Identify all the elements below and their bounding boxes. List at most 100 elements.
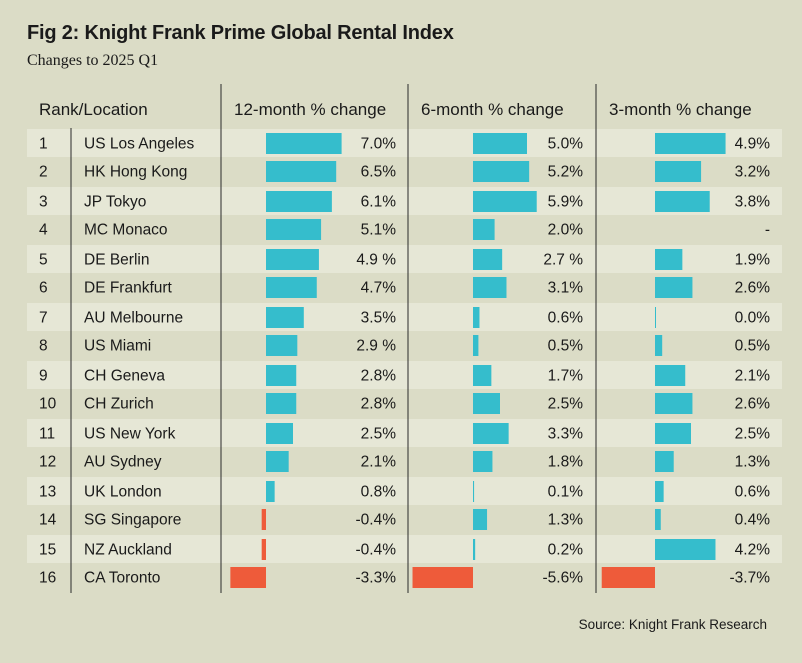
location-label: DE Berlin <box>84 252 149 269</box>
bar-m6 <box>473 509 488 530</box>
bar-m12 <box>266 423 293 444</box>
bar-m12 <box>261 539 266 560</box>
rank-label: 11 <box>39 426 55 443</box>
location-label: US Miami <box>84 338 151 355</box>
bar-m12 <box>230 567 266 588</box>
value-label-m3: 4.2% <box>735 542 771 559</box>
value-label-m6: 3.1% <box>548 280 584 297</box>
bar-m6 <box>473 423 509 444</box>
rank-label: 8 <box>39 338 48 355</box>
value-label-m12: -0.4% <box>356 542 397 559</box>
value-label-m6: 1.8% <box>548 454 584 471</box>
bar-m3 <box>601 567 655 588</box>
value-label-m6: 1.7% <box>548 368 584 385</box>
bar-m3 <box>655 539 716 560</box>
location-label: US Los Angeles <box>84 136 195 153</box>
bar-m3 <box>655 423 691 444</box>
location-label: CH Zurich <box>84 396 154 413</box>
row-band <box>27 303 782 331</box>
bar-m6 <box>412 567 473 588</box>
bar-m6 <box>473 393 500 414</box>
value-label-m3: 2.6% <box>735 280 771 297</box>
location-label: AU Sydney <box>84 454 162 471</box>
bar-m3 <box>655 249 683 270</box>
value-label-m12: 2.5% <box>361 426 397 443</box>
value-label-m3: 1.3% <box>735 454 771 471</box>
rank-label: 13 <box>39 484 56 501</box>
bar-m6 <box>473 307 480 328</box>
value-label-m3: 0.5% <box>735 338 771 355</box>
value-label-m3: 3.2% <box>735 164 771 181</box>
location-label: AU Melbourne <box>84 310 183 327</box>
value-label-m6: 0.5% <box>548 338 584 355</box>
value-label-m3: 2.1% <box>735 368 771 385</box>
bar-m12 <box>266 393 297 414</box>
bar-m3 <box>655 307 656 328</box>
bar-m12 <box>261 509 266 530</box>
value-label-m3: 2.6% <box>735 396 771 413</box>
location-label: US New York <box>84 426 176 443</box>
location-label: DE Frankfurt <box>84 280 173 297</box>
rank-label: 1 <box>39 136 48 153</box>
value-label-m3: -3.7% <box>730 570 771 587</box>
bar-m12 <box>266 191 332 212</box>
value-label-m6: 2.7 % <box>543 252 583 269</box>
value-label-m6: 2.0% <box>548 222 584 239</box>
location-label: UK London <box>84 484 162 501</box>
value-label-m6: -5.6% <box>543 570 584 587</box>
rank-label: 14 <box>39 512 57 529</box>
value-label-m6: 1.3% <box>548 512 584 529</box>
value-label-m12: 7.0% <box>361 136 397 153</box>
value-label-m3: 0.6% <box>735 484 771 501</box>
bar-m6 <box>473 277 507 298</box>
bar-m6 <box>473 539 476 560</box>
value-label-m6: 5.2% <box>548 164 584 181</box>
bar-m12 <box>266 335 298 356</box>
value-label-m6: 3.3% <box>548 426 584 443</box>
bar-m3 <box>655 161 702 182</box>
bar-m12 <box>266 277 317 298</box>
rank-label: 10 <box>39 396 57 413</box>
bar-m6 <box>473 161 530 182</box>
bar-m3 <box>655 451 674 472</box>
rank-label: 15 <box>39 542 56 559</box>
location-label: NZ Auckland <box>84 542 172 559</box>
bar-m6 <box>473 133 527 154</box>
column-header-6-month: 6-month % change <box>421 100 564 119</box>
rank-label: 3 <box>39 194 48 211</box>
bar-m3 <box>655 393 693 414</box>
bar-m12 <box>266 219 322 240</box>
value-label-m6: 0.1% <box>548 484 584 501</box>
value-label-m6: 5.0% <box>548 136 584 153</box>
value-label-m6: 0.6% <box>548 310 584 327</box>
value-label-m12: 2.1% <box>361 454 397 471</box>
bar-m6 <box>473 191 537 212</box>
rank-label: 12 <box>39 454 56 471</box>
bar-m3 <box>655 481 664 502</box>
source-note: Source: Knight Frank Research <box>578 617 767 632</box>
rank-label: 2 <box>39 164 48 181</box>
value-label-m3: 3.8% <box>735 194 771 211</box>
value-label-m12: 2.8% <box>361 396 397 413</box>
value-label-m6: 0.2% <box>548 542 584 559</box>
rank-label: 7 <box>39 310 48 327</box>
bar-m3 <box>655 509 661 530</box>
location-label: SG Singapore <box>84 512 181 529</box>
bar-m6 <box>473 249 503 270</box>
location-label: JP Tokyo <box>84 194 146 211</box>
rank-label: 6 <box>39 280 48 297</box>
bar-m6 <box>473 335 479 356</box>
bar-m12 <box>266 307 304 328</box>
location-label: CA Toronto <box>84 570 160 587</box>
value-label-m3: 4.9% <box>735 136 771 153</box>
bar-m12 <box>266 133 342 154</box>
column-header-3-month: 3-month % change <box>609 100 752 119</box>
value-label-m12: -0.4% <box>356 512 397 529</box>
column-header-rank-location: Rank/Location <box>39 100 148 119</box>
value-label-m12: 4.9 % <box>356 252 396 269</box>
bar-m3 <box>655 335 663 356</box>
value-label-m3: 1.9% <box>735 252 771 269</box>
bar-m3 <box>655 133 726 154</box>
bar-m12 <box>266 481 275 502</box>
